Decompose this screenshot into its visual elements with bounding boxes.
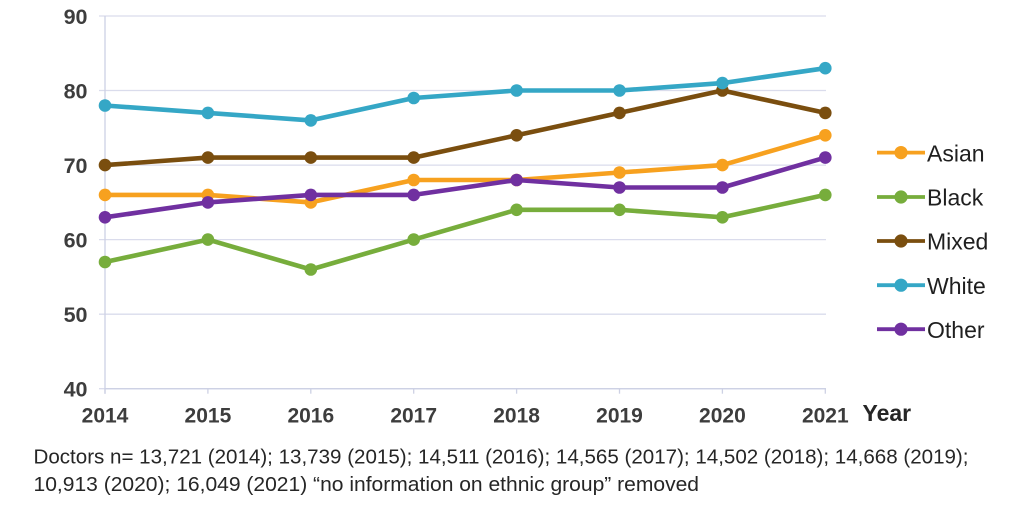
svg-text:2016: 2016 bbox=[287, 404, 334, 427]
svg-text:80: 80 bbox=[64, 79, 88, 103]
svg-text:White: White bbox=[927, 273, 986, 299]
svg-text:90: 90 bbox=[64, 5, 88, 29]
svg-text:Asian: Asian bbox=[927, 140, 985, 166]
svg-text:60: 60 bbox=[64, 228, 88, 252]
svg-text:50: 50 bbox=[64, 303, 88, 327]
svg-text:2020: 2020 bbox=[699, 404, 746, 427]
svg-text:Year: Year bbox=[863, 400, 912, 426]
svg-text:Other: Other bbox=[927, 317, 985, 343]
svg-text:2014: 2014 bbox=[82, 404, 129, 427]
svg-text:70: 70 bbox=[64, 154, 88, 178]
svg-text:2015: 2015 bbox=[185, 404, 232, 427]
svg-text:Black: Black bbox=[927, 185, 984, 211]
svg-text:10,913 (2020); 16,049 (2021) “: 10,913 (2020); 16,049 (2021) “no informa… bbox=[34, 473, 700, 496]
svg-text:Mixed: Mixed bbox=[927, 229, 988, 255]
svg-text:2021: 2021 bbox=[802, 404, 849, 427]
svg-text:2017: 2017 bbox=[390, 404, 437, 427]
svg-text:40: 40 bbox=[64, 378, 88, 402]
svg-text:Doctors n= 13,721 (2014); 13,7: Doctors n= 13,721 (2014); 13,739 (2015);… bbox=[34, 445, 969, 468]
svg-text:2019: 2019 bbox=[596, 404, 643, 427]
svg-text:2018: 2018 bbox=[493, 404, 540, 427]
